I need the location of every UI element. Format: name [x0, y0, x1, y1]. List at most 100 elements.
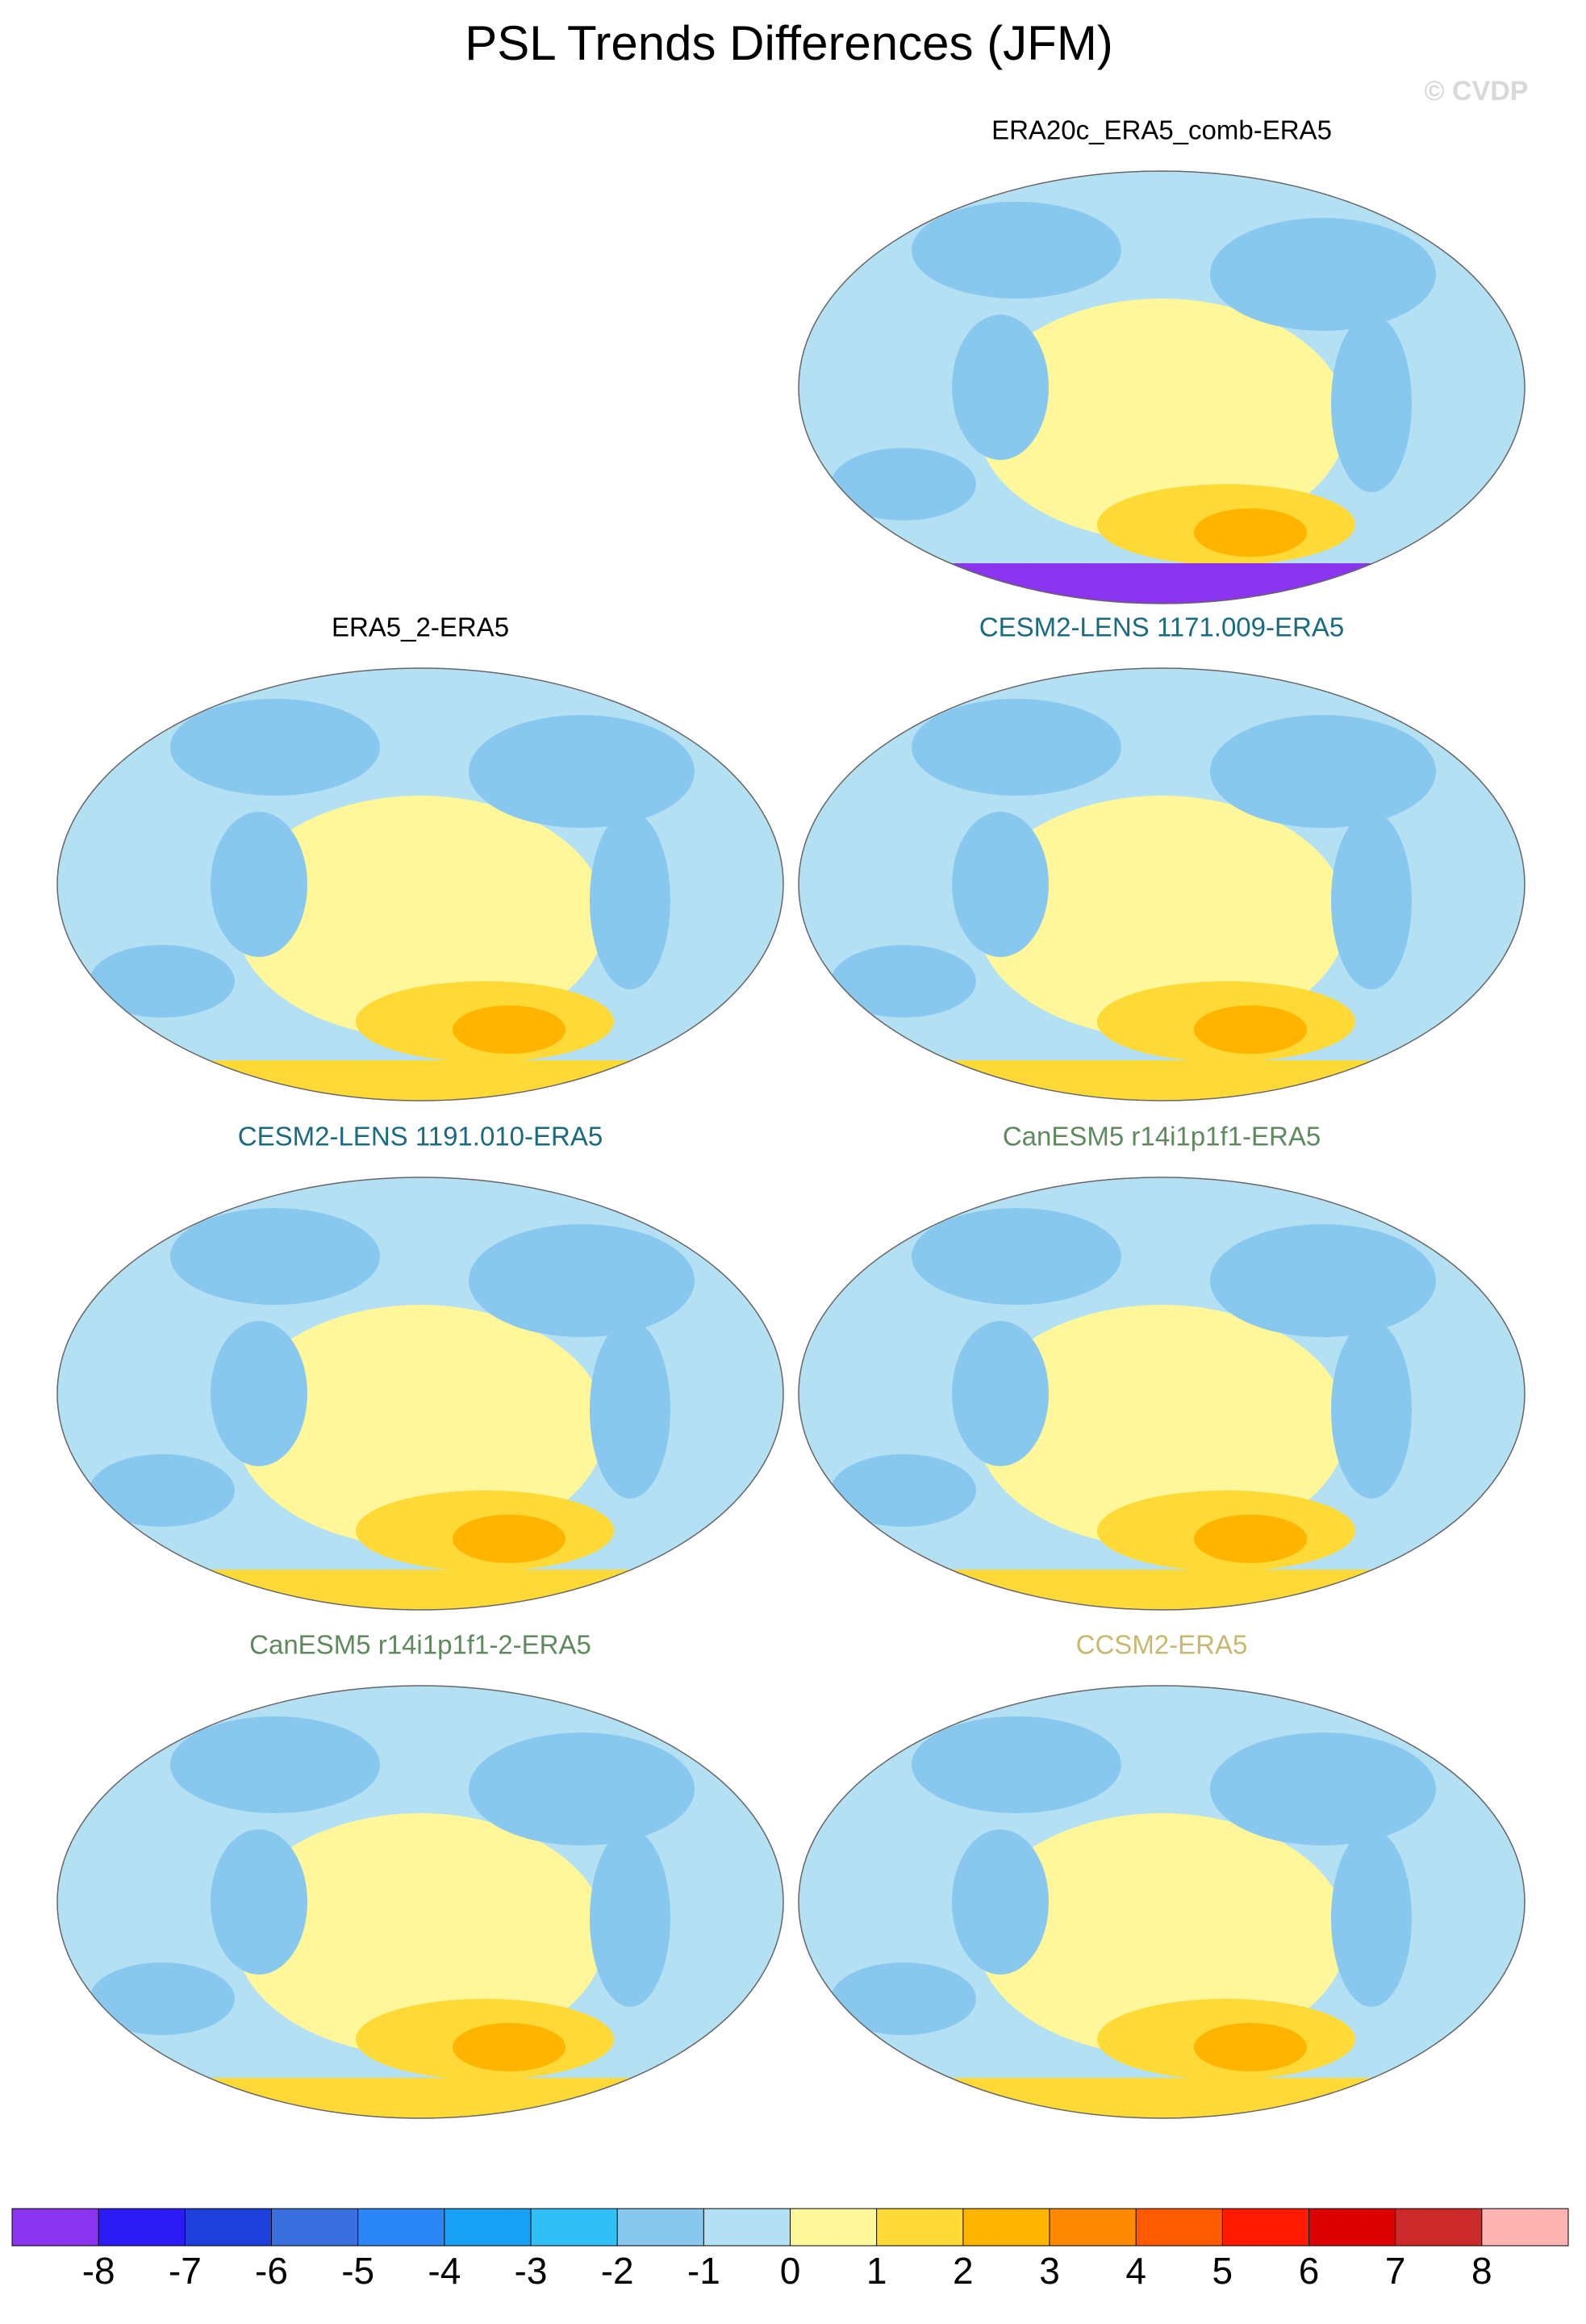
colorbar-box [617, 2209, 704, 2246]
contour-blob [1331, 812, 1412, 989]
contour-blob [1194, 1005, 1307, 1054]
panel-title: ERA5_2-ERA5 [332, 612, 509, 642]
contour-blob [1194, 2023, 1307, 2071]
colorbar-box [1481, 2209, 1568, 2246]
map-panel: CanESM5 r14i1p1f1-ERA5 [798, 1122, 1525, 1611]
panel-title: CanESM5 r14i1p1f1-ERA5 [1003, 1122, 1321, 1152]
contour-blob [469, 1224, 695, 1337]
watermark: © CVDP [1425, 76, 1529, 107]
map-panel: CESM2-LENS 1191.010-ERA5 [56, 1122, 784, 1611]
polar-band [799, 1570, 1525, 1610]
colorbar-box [98, 2209, 186, 2246]
colorbar-box [1395, 2209, 1482, 2246]
map-panel: ERA20c_ERA5_comb-ERA5 [798, 115, 1525, 604]
contour-blob [976, 1305, 1347, 1547]
contour-blob [912, 202, 1121, 299]
colorbar-label: -8 [82, 2250, 115, 2292]
colorbar-label: -6 [255, 2250, 288, 2292]
figure-title: PSL Trends Differences (JFM) [465, 16, 1113, 70]
colorbar-label: -7 [169, 2250, 202, 2292]
contour-blob [912, 699, 1121, 796]
colorbar-label: -1 [687, 2250, 720, 2292]
colorbar-box [1222, 2209, 1309, 2246]
map-outline [56, 667, 784, 1101]
contour-blob [976, 1813, 1347, 2055]
contour-blob [235, 796, 606, 1038]
colorbar-box [271, 2209, 358, 2246]
contour-blob [90, 1454, 235, 1527]
contour-blob [831, 945, 976, 1018]
contour-blob [952, 812, 1049, 957]
colorbar-label: 3 [1039, 2250, 1060, 2292]
map-outline [56, 1177, 784, 1611]
map-outline [798, 667, 1525, 1101]
colorbar-box [444, 2209, 531, 2246]
contour-blob [235, 1813, 606, 2055]
map-panel: ERA5_2-ERA5 [56, 612, 784, 1101]
contour-blob [211, 1829, 307, 1975]
colorbar-box [12, 2209, 99, 2246]
contour-blob [912, 1208, 1121, 1305]
colorbar-box [1050, 2209, 1137, 2246]
contour-blob [976, 796, 1347, 1038]
map-outline [56, 1685, 784, 2119]
colorbar-label: 5 [1212, 2250, 1233, 2292]
contour-blob [590, 812, 670, 989]
colorbar-label: 6 [1299, 2250, 1320, 2292]
polar-band [799, 1060, 1525, 1101]
colorbar-box [185, 2209, 272, 2246]
contour-blob [1210, 1224, 1436, 1337]
map-panel: CanESM5 r14i1p1f1-2-ERA5 [56, 1630, 784, 2119]
colorbar-box [703, 2209, 791, 2246]
panel-title: CCSM2-ERA5 [1076, 1630, 1248, 1660]
contour-blob [469, 715, 695, 828]
colorbar-label: -2 [601, 2250, 634, 2292]
panel-title: CanESM5 r14i1p1f1-2-ERA5 [249, 1630, 591, 1660]
contour-blob [211, 1321, 307, 1466]
polar-band [799, 563, 1525, 604]
map-outline [798, 170, 1525, 604]
contour-blob [831, 448, 976, 520]
contour-blob [453, 1005, 566, 1054]
map-field [57, 1208, 783, 1610]
contour-blob [235, 1305, 606, 1547]
colorbar-box [357, 2209, 444, 2246]
colorbar-label: 8 [1471, 2250, 1492, 2292]
map-outline [798, 1177, 1525, 1611]
colorbar-label: -3 [515, 2250, 548, 2292]
contour-blob [1210, 715, 1436, 828]
contour-blob [952, 1321, 1049, 1466]
contour-blob [976, 299, 1347, 541]
contour-blob [1194, 1515, 1307, 1563]
contour-blob [90, 1962, 235, 2035]
colorbar-box [962, 2209, 1050, 2246]
colorbar-box [1136, 2209, 1223, 2246]
contour-blob [170, 1716, 380, 1813]
colorbar-label: 4 [1125, 2250, 1146, 2292]
contour-blob [469, 1733, 695, 1845]
colorbar-label: -4 [428, 2250, 461, 2292]
contour-blob [1331, 315, 1412, 492]
polar-band [799, 2078, 1525, 2118]
contour-blob [1194, 508, 1307, 557]
polar-band [57, 1060, 783, 1101]
contour-blob [1210, 218, 1436, 331]
panel-title: CESM2-LENS 1171.009-ERA5 [979, 612, 1344, 642]
contour-blob [211, 812, 307, 957]
contour-blob [90, 945, 235, 1018]
polar-band [57, 1570, 783, 1610]
colorbar-label: 7 [1385, 2250, 1406, 2292]
map-panel: CESM2-LENS 1171.009-ERA5 [798, 612, 1525, 1101]
colorbar-box [790, 2209, 877, 2246]
colorbar-box [1308, 2209, 1396, 2246]
colorbar-box [876, 2209, 963, 2246]
colorbar-box [531, 2209, 618, 2246]
contour-blob [590, 1321, 670, 1498]
contour-blob [912, 1716, 1121, 1813]
colorbar-label: 1 [866, 2250, 887, 2292]
colorbar-label: -5 [341, 2250, 374, 2292]
contour-blob [1331, 1829, 1412, 2007]
contour-blob [590, 1829, 670, 2007]
contour-blob [453, 1515, 566, 1563]
